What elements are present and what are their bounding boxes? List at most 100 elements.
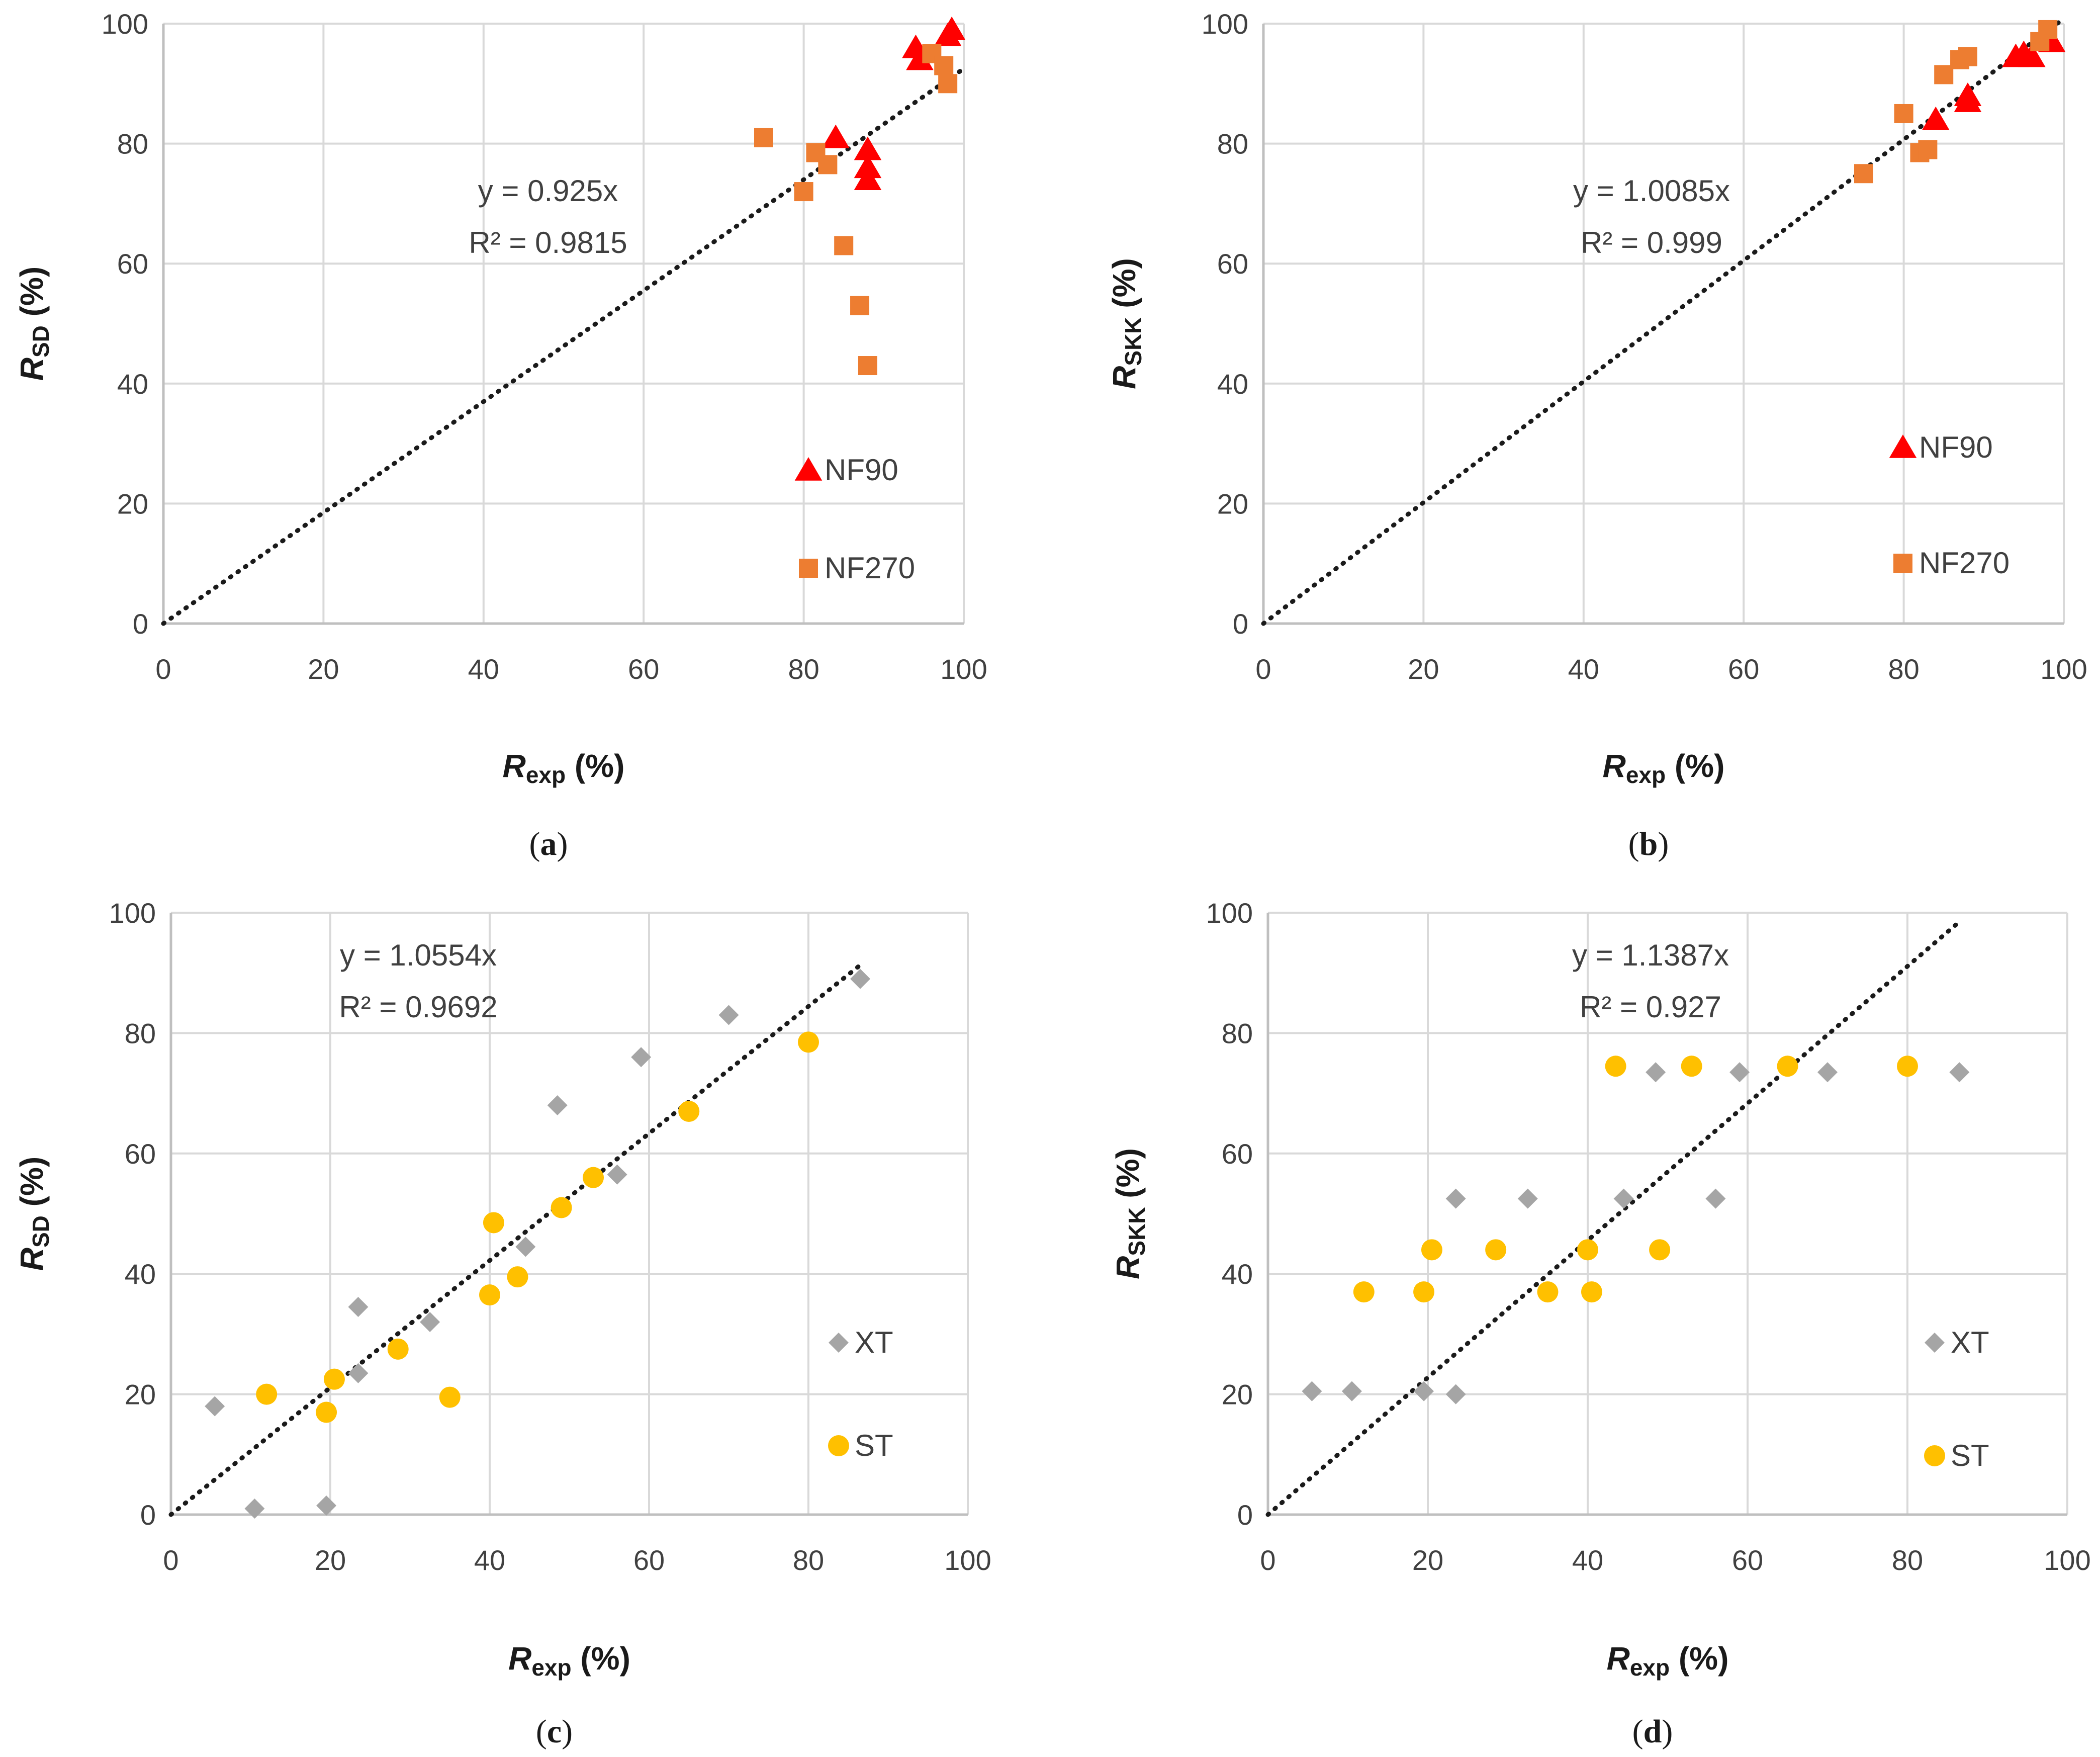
data-point — [1729, 1062, 1750, 1083]
y-tick-label: 100 — [1206, 897, 1253, 929]
series-st — [1353, 1056, 1918, 1303]
series-st — [256, 1031, 819, 1423]
x-axis-title: Rexp (%) — [508, 1640, 630, 1681]
data-point — [1646, 1062, 1666, 1083]
data-point — [678, 1101, 700, 1122]
data-point — [1414, 1381, 1434, 1401]
x-tick-label: 100 — [944, 1544, 991, 1576]
legend: NF90 NF270 — [1889, 430, 2010, 580]
data-point — [1705, 1188, 1726, 1209]
data-point — [938, 74, 958, 94]
y-tick-label: 20 — [1222, 1379, 1253, 1411]
y-axis-title-unit: (%) — [1110, 1148, 1146, 1207]
trend-r2: R² = 0.999 — [1581, 226, 1722, 259]
legend: XT ST — [1924, 1326, 1989, 1472]
x-axis-title-unit: (%) — [1666, 748, 1724, 784]
y-tick-label: 60 — [117, 248, 148, 280]
x-tick-label: 80 — [1888, 653, 1919, 685]
data-point — [1581, 1281, 1602, 1303]
data-point — [1777, 1056, 1798, 1077]
data-point — [1949, 1062, 1970, 1083]
y-tick-label: 100 — [1202, 8, 1248, 40]
x-axis-title-symbol: R — [1607, 1640, 1630, 1677]
x-tick-label: 20 — [315, 1544, 346, 1576]
legend-label: NF270 — [1919, 546, 2010, 580]
data-point — [1537, 1281, 1559, 1303]
y-axis-title-symbol: R — [1106, 366, 1142, 389]
data-point — [631, 1047, 652, 1068]
trendline — [161, 66, 966, 626]
caption-letter: a — [540, 826, 557, 862]
caption-open: ( — [1632, 1713, 1644, 1750]
y-tick-label: 80 — [125, 1017, 156, 1049]
trend-r2: R² = 0.9692 — [339, 990, 497, 1024]
y-tick-label: 20 — [125, 1379, 156, 1411]
data-point — [1445, 1384, 1466, 1404]
series-xt — [1302, 1062, 1970, 1404]
data-point — [1918, 140, 1938, 159]
data-point — [834, 236, 854, 255]
legend-marker-nf90 — [1889, 434, 1917, 458]
trend-equation: y = 1.0554x — [340, 938, 497, 972]
panel-c: 0 20 40 60 80 100 0 20 40 60 80 100 y = 1.0554x R² = … — [14, 897, 991, 1750]
data-point — [1681, 1056, 1702, 1077]
x-tick-label: 40 — [468, 653, 499, 685]
y-axis-title-unit: (%) — [1106, 258, 1142, 317]
series-nf270 — [1854, 20, 2058, 184]
legend-label: NF90 — [1919, 430, 1993, 464]
data-point — [316, 1401, 337, 1423]
data-point — [934, 56, 954, 75]
y-tick-label: 40 — [125, 1258, 156, 1290]
legend-marker-nf270 — [1893, 554, 1912, 573]
y-axis-title-unit: (%) — [14, 267, 50, 325]
data-point — [1922, 106, 1950, 130]
caption-open: ( — [529, 826, 540, 862]
y-tick-label: 100 — [109, 897, 156, 929]
data-point — [483, 1212, 504, 1234]
legend-label: ST — [855, 1429, 893, 1462]
data-point — [1353, 1281, 1375, 1303]
y-tick-label: 0 — [1233, 608, 1248, 640]
x-tick-label: 100 — [2040, 653, 2087, 685]
data-point — [439, 1386, 461, 1408]
legend-marker-nf90 — [794, 457, 823, 481]
data-point — [1954, 89, 1982, 112]
data-point — [583, 1167, 604, 1188]
x-tick-label: 20 — [1408, 653, 1439, 685]
legend-label: ST — [1951, 1439, 1989, 1472]
y-tick-label: 80 — [1217, 128, 1248, 160]
data-point — [256, 1383, 278, 1405]
legend-marker-xt — [829, 1333, 849, 1353]
legend-marker-st — [1924, 1445, 1945, 1466]
y-tick-label: 80 — [117, 128, 148, 160]
x-tick-label: 0 — [155, 653, 171, 685]
y-axis-title-subscript: SD — [28, 325, 54, 358]
caption-open: ( — [1628, 826, 1639, 862]
x-tick-label: 80 — [793, 1544, 824, 1576]
panel-b: 0 20 40 60 80 100 0 20 40 60 80 100 y = 1.0085x R² = … — [1106, 8, 2087, 862]
panel-caption: (a) — [529, 826, 568, 862]
series-nf90 — [821, 16, 966, 190]
data-point — [821, 124, 850, 148]
trendline — [1261, 16, 2066, 626]
legend-label: XT — [855, 1326, 893, 1359]
trend-equation: y = 1.1387x — [1572, 938, 1729, 972]
data-point — [1302, 1381, 1322, 1401]
legend-label: NF90 — [825, 453, 898, 487]
data-point — [854, 166, 882, 190]
data-point — [1613, 1188, 1634, 1209]
y-axis-title: RSKK (%) — [1110, 1148, 1150, 1279]
y-axis-title: RSKK (%) — [1106, 258, 1146, 389]
x-axis-title-subscript: exp — [531, 1654, 571, 1681]
y-tick-label: 40 — [117, 368, 148, 400]
legend-marker-nf270 — [799, 559, 818, 578]
data-point — [1817, 1062, 1838, 1083]
data-point — [1517, 1188, 1538, 1209]
x-tick-label: 80 — [1892, 1544, 1923, 1576]
x-axis-title-unit: (%) — [1670, 1640, 1728, 1677]
data-point — [754, 128, 773, 147]
y-tick-label: 60 — [1222, 1138, 1253, 1170]
data-point — [547, 1095, 568, 1116]
panel-d: 0 20 40 60 80 100 0 20 40 60 80 100 y = 1.1387x R² = … — [1110, 897, 2091, 1750]
